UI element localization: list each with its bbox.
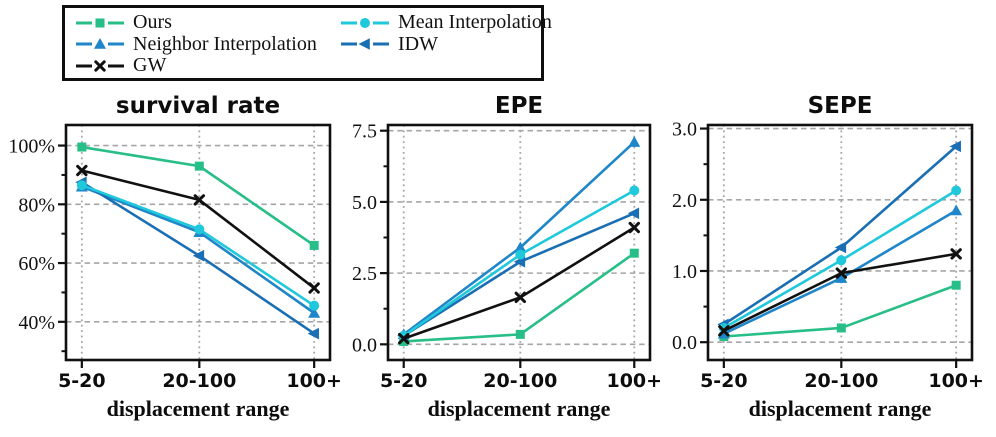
x-axis-label: displacement range xyxy=(107,396,290,421)
y-tick-label: 0.0 xyxy=(672,332,697,354)
chart-epe: EPE 7.5 5.0 2.5 0.0 5-20 20-100 100+ displaceme… xyxy=(336,92,666,437)
series-marker-idw xyxy=(834,241,847,254)
series-marker-mean-interpolation xyxy=(194,224,205,235)
series-marker-gw xyxy=(514,291,527,304)
series-marker-idw xyxy=(307,327,319,340)
y-tick-label: 40% xyxy=(18,312,55,334)
legend-sample-idw xyxy=(341,38,389,51)
y-tick-label: 60% xyxy=(18,253,55,275)
y-tick-label: 2.5 xyxy=(352,263,377,285)
series-line-gw xyxy=(723,252,957,332)
x-tick-label-20-100: 20-100 xyxy=(483,370,557,392)
legend-sample-ours xyxy=(76,18,124,28)
x-tick-label-20-100: 20-100 xyxy=(162,370,236,392)
series-marker-ours xyxy=(836,323,846,333)
chart-sepe: SEPE 3.0 2.0 1.0 0.0 5-20 20-100 100+ displacem… xyxy=(666,92,996,437)
legend-label-gw: GW xyxy=(133,54,167,77)
y-tick-label: 7.5 xyxy=(352,121,377,143)
legend-box: Ours Neighbor Interpolation GW Mean Interpo… xyxy=(62,5,552,81)
chart-title-epe: EPE xyxy=(494,93,544,119)
circle-marker-icon xyxy=(360,17,370,28)
x-tick-label-100-: 100+ xyxy=(928,370,984,392)
series-marker-ours xyxy=(629,248,639,258)
series-marker-mean-interpolation xyxy=(629,185,640,196)
series-marker-gw xyxy=(308,282,320,294)
plot-frame xyxy=(386,123,652,362)
plot-frame xyxy=(706,123,974,362)
y-tick-label: 100% xyxy=(8,136,55,158)
series-marker-ours xyxy=(77,142,87,152)
series-marker-mean-interpolation xyxy=(836,255,847,266)
series-marker-gw xyxy=(950,248,962,260)
series-marker-neighbor-interpolation xyxy=(835,272,848,283)
series-marker-neighbor-interpolation xyxy=(514,241,527,253)
series-marker-idw xyxy=(949,140,961,153)
x-marker-icon xyxy=(94,60,106,72)
y-tick-label: 1.0 xyxy=(672,261,697,283)
plot-frame xyxy=(64,123,332,362)
series-marker-neighbor-interpolation xyxy=(308,307,321,318)
series-marker-neighbor-interpolation xyxy=(628,136,641,147)
chart-survival-rate: survival rate 100% 80% 60% 40% 5-20 20-100 100… xyxy=(0,92,342,437)
legend-item-gw: GW xyxy=(75,54,340,77)
legend-label-ours: Ours xyxy=(133,11,172,34)
series-marker-idw xyxy=(627,207,640,220)
series-marker-mean-interpolation xyxy=(951,185,962,196)
series-marker-ours xyxy=(515,329,525,339)
triangle-left-marker-icon xyxy=(358,38,370,51)
y-tick-label: 2.0 xyxy=(672,190,697,212)
survival-rate-plot: 100% 80% 60% 40% 5-20 20-100 100+ displacement … xyxy=(8,123,342,421)
series-marker-ours xyxy=(309,240,319,250)
legend-item-neighbor-interpolation: Neighbor Interpolation xyxy=(75,33,340,56)
triangle-up-marker-icon xyxy=(94,38,106,50)
legend-item-mean-interpolation: Mean Interpolation xyxy=(340,11,552,34)
y-tick-label: 0.0 xyxy=(352,334,377,356)
series-marker-ours xyxy=(951,280,961,290)
series-marker-gw xyxy=(193,194,206,206)
series-marker-gw xyxy=(835,267,848,279)
y-tick-label: 5.0 xyxy=(352,192,377,214)
legend-label-neighbor-interpolation: Neighbor Interpolation xyxy=(133,32,317,55)
legend-sample-mean-interpolation xyxy=(341,17,389,28)
series-marker-ours xyxy=(194,161,204,171)
x-axis-label: displacement range xyxy=(749,396,932,421)
x-tick-label-100-: 100+ xyxy=(286,370,342,392)
sepe-plot: 3.0 2.0 1.0 0.05-20 20-100 100+ displacement r… xyxy=(672,119,984,421)
legend-item-ours: Ours xyxy=(75,11,340,34)
x-tick-label-5-20: 5-20 xyxy=(58,370,106,392)
series-marker-idw xyxy=(192,249,205,262)
x-tick-label-20-100: 20-100 xyxy=(804,370,878,392)
x-axis-label: displacement range xyxy=(428,396,611,421)
square-marker-icon xyxy=(95,18,105,28)
x-tick-label-100-: 100+ xyxy=(606,370,662,392)
series-marker-gw xyxy=(718,325,730,337)
epe-plot: 7.5 5.0 2.5 0.05-20 20-100 100+ displacement r… xyxy=(352,121,662,421)
series-line-neighbor-interpolation xyxy=(81,185,315,315)
legend-item-idw: IDW xyxy=(340,33,552,56)
series-marker-neighbor-interpolation xyxy=(950,204,963,216)
series-marker-mean-interpolation xyxy=(76,180,87,191)
series-marker-gw xyxy=(76,164,88,177)
legend-sample-neighbor-interpolation xyxy=(76,38,124,50)
legend-label-idw: IDW xyxy=(398,32,438,55)
x-tick-label-5-20: 5-20 xyxy=(380,370,428,392)
y-tick-label: 80% xyxy=(18,194,55,216)
series-line-neighbor-interpolation xyxy=(402,141,636,336)
legend-sample-gw xyxy=(76,60,124,72)
series-marker-gw xyxy=(628,221,640,234)
series-marker-gw xyxy=(398,332,410,345)
legend-label-mean-interpolation: Mean Interpolation xyxy=(398,11,552,34)
series-line-idw xyxy=(403,212,635,337)
chart-title-survival-rate: survival rate xyxy=(115,93,281,119)
y-tick-label: 3.0 xyxy=(672,119,697,141)
series-marker-ours xyxy=(399,336,409,346)
series-marker-mean-interpolation xyxy=(309,300,320,311)
series-marker-mean-interpolation xyxy=(515,249,526,260)
chart-title-sepe: SEPE xyxy=(807,93,873,119)
x-tick-label-5-20: 5-20 xyxy=(700,370,748,392)
